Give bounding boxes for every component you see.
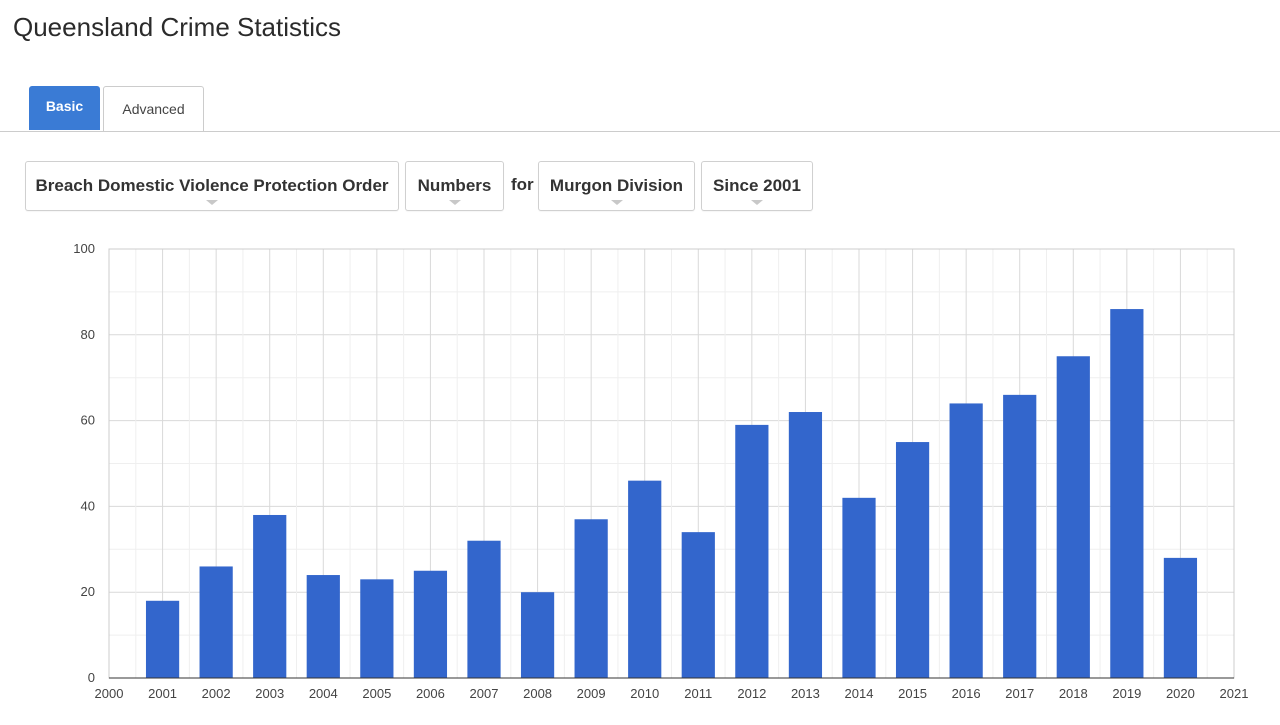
x-tick-label: 2012 [737,686,766,701]
x-tick-label: 2020 [1166,686,1195,701]
measure-select[interactable]: Numbers [405,161,504,211]
period-select[interactable]: Since 2001 [701,161,813,211]
bar-2007 [467,540,501,678]
bar-2001 [145,600,180,678]
bar-2006 [413,570,448,678]
x-tick-label: 2008 [523,686,552,701]
bar-2014 [842,497,876,678]
bar-chart: 0 20 40 60 80 100 2000 2001 2002 2003 2004 2005 2006… [73,241,1249,701]
x-tick-label: 2019 [1112,686,1141,701]
bar-2003 [253,514,287,678]
y-tick-label: 80 [81,327,95,342]
bar-2005 [360,579,394,678]
bar-2019 [1110,309,1144,678]
y-tick-label: 20 [81,584,95,599]
tab-advanced[interactable]: Advanced [103,86,204,131]
x-tick-label: 2016 [952,686,981,701]
bar-2002 [199,566,233,678]
x-tick-label: 2018 [1059,686,1088,701]
x-tick-label: 2004 [309,686,338,701]
chart-container: 0 20 40 60 80 100 2000 2001 2002 2003 2004 2005 2006… [0,230,1280,720]
x-tick-label: 2017 [1005,686,1034,701]
bar-2013 [788,412,823,678]
chevron-down-icon [610,200,623,205]
offence-select-value: Breach Domestic Violence Protection Orde… [35,176,389,195]
tab-basic[interactable]: Basic [29,86,100,130]
y-tick-label: 40 [81,498,95,513]
bar-2018 [1056,356,1090,678]
y-tick-label: 60 [81,413,95,428]
x-tick-label: 2005 [362,686,391,701]
x-tick-label: 2014 [845,686,874,701]
bar-2012 [735,424,769,678]
x-tick-label: 2013 [791,686,820,701]
chevron-down-icon [751,200,763,205]
x-tick-label: 2003 [255,686,284,701]
y-tick-label: 0 [88,670,95,685]
bar-2020 [1163,557,1198,678]
bar-2004 [306,575,340,678]
bar-2016 [949,403,983,678]
page-title: Queensland Crime Statistics [13,12,342,42]
for-label: for [511,175,534,194]
x-tick-label: 2006 [416,686,445,701]
chevron-down-icon [448,200,461,205]
region-select[interactable]: Murgon Division [538,161,695,211]
bar-2015 [895,442,930,678]
x-tick-label: 2021 [1220,686,1249,701]
x-tick-label: 2010 [630,686,659,701]
x-tick-label: 2015 [898,686,927,701]
measure-select-value: Numbers [417,176,492,195]
bar-2008 [520,592,555,678]
bar-2009 [574,519,608,678]
region-select-value: Murgon Division [549,176,684,195]
x-tick-label: 2000 [95,686,124,701]
period-select-value: Since 2001 [713,176,801,195]
chevron-down-icon [206,200,218,205]
x-tick-label: 2002 [202,686,231,701]
y-tick-label: 100 [73,241,95,256]
x-tick-label: 2007 [470,686,499,701]
bar-2017 [1003,394,1037,678]
offence-select[interactable]: Breach Domestic Violence Protection Orde… [25,161,399,211]
bar-2011 [681,532,715,678]
x-tick-label: 2001 [148,686,177,701]
filter-bar: Breach Domestic Violence Protection Orde… [0,161,1280,211]
x-tick-label: 2011 [684,686,712,701]
bar-2010 [628,480,662,678]
tab-bar: Basic Advanced [0,86,1280,132]
x-tick-label: 2009 [577,686,606,701]
